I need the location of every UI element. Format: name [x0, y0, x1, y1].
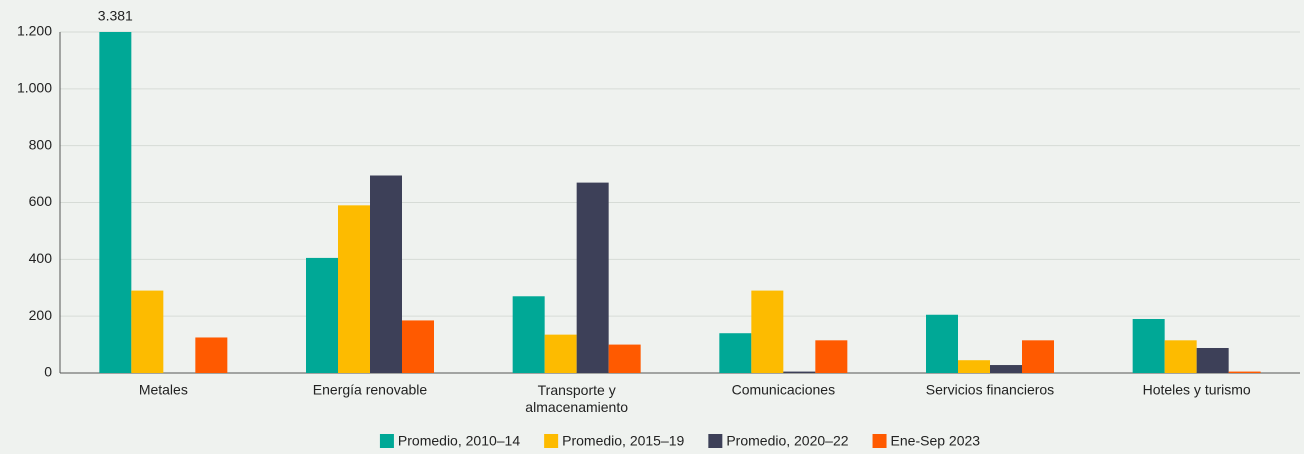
bar: [751, 290, 784, 373]
bar: [990, 365, 1022, 373]
bars: [99, 32, 1261, 373]
y-tick-label: 0: [44, 364, 52, 380]
bar: [1228, 371, 1261, 373]
bar: [131, 290, 164, 373]
bar: [1164, 340, 1197, 373]
y-tick-label: 600: [29, 193, 53, 209]
legend-swatch: [544, 434, 559, 448]
y-tick-label: 1.200: [17, 23, 52, 39]
x-tick-label: Comunicaciones: [732, 382, 836, 398]
x-tick-label: Hoteles y turismo: [1143, 382, 1251, 398]
legend-label: Ene-Sep 2023: [891, 433, 981, 449]
bar: [370, 175, 402, 373]
bar: [576, 182, 609, 373]
legend-label: Promedio, 2015–19: [562, 433, 684, 449]
y-tick-label: 1.000: [17, 80, 52, 96]
bar: [512, 296, 545, 373]
bar: [783, 371, 816, 373]
legend-swatch: [708, 434, 723, 448]
legend: Promedio, 2010–14 Promedio, 2015–19 Promed…: [379, 433, 981, 449]
bar: [544, 334, 577, 373]
bar: [99, 32, 132, 373]
bar: [608, 344, 641, 373]
x-tick-label: Energía renovable: [313, 382, 428, 398]
bar: [719, 333, 752, 373]
x-tick-label: Servicios financieros: [926, 382, 1054, 398]
bar: [402, 320, 434, 373]
bar: [926, 314, 958, 373]
bar: [815, 340, 848, 373]
bar: [306, 257, 338, 373]
bar: [1196, 347, 1229, 373]
legend-label: Promedio, 2010–14: [398, 433, 520, 449]
legend-swatch: [872, 434, 887, 448]
y-tick-label: 400: [29, 250, 53, 266]
legend-label: Promedio, 2020–22: [726, 433, 848, 449]
legend-swatch: [379, 434, 394, 448]
y-tick-label: 200: [29, 307, 53, 323]
y-tick-label: 800: [29, 136, 53, 152]
value-label: 3.381: [98, 8, 133, 24]
bar: [338, 205, 370, 373]
bar: [1022, 340, 1054, 373]
x-tick-label: Transporte y almacenamiento: [525, 382, 628, 415]
bar: [195, 337, 228, 373]
bar: [1132, 319, 1165, 373]
x-tick-label: Metales: [139, 382, 188, 398]
bar: [958, 360, 990, 373]
